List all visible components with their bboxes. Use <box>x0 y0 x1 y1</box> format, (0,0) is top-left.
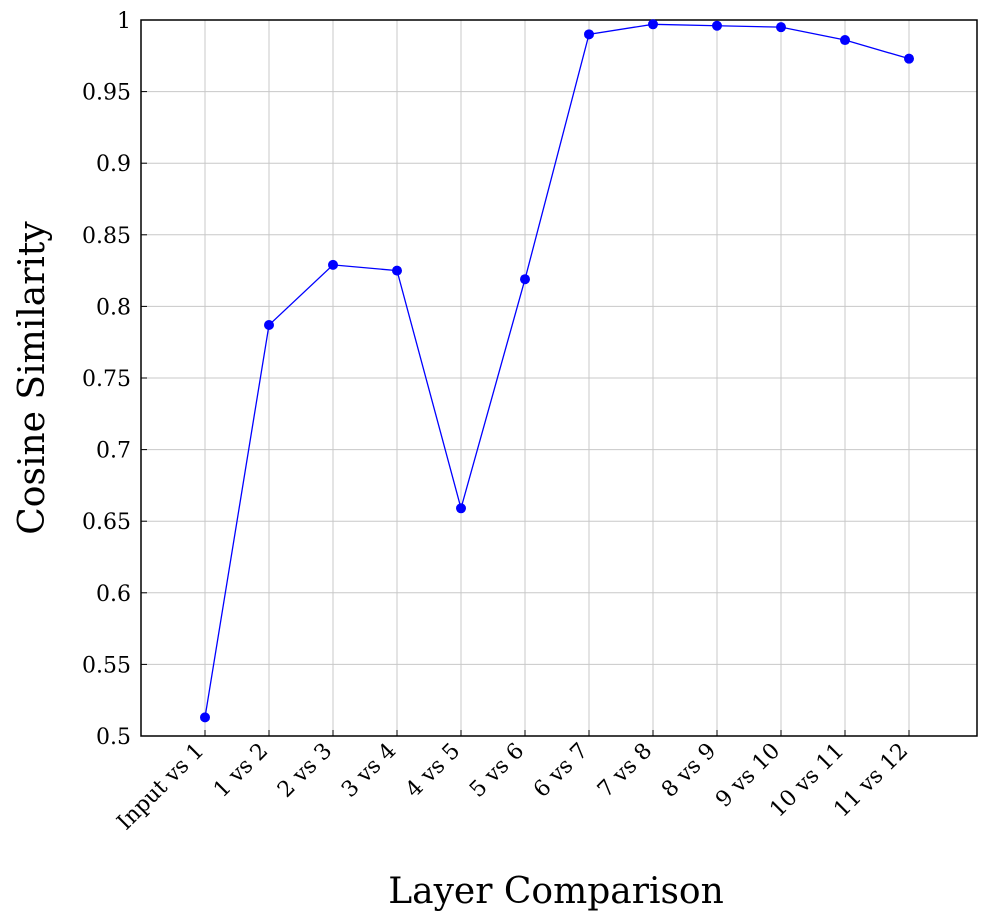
data-point <box>456 503 466 514</box>
y-tick-label: 0.65 <box>82 510 131 535</box>
data-point <box>776 22 786 33</box>
data-point <box>328 259 338 270</box>
x-tick-label: Input vs 1 <box>113 739 210 836</box>
y-tick-label: 0.6 <box>96 582 131 607</box>
data-point <box>200 712 210 723</box>
data-point <box>904 53 914 64</box>
x-tick-label: 4 vs 5 <box>401 739 465 803</box>
y-tick-label: 0.9 <box>96 152 131 177</box>
data-point <box>712 20 722 31</box>
x-axis-title: Layer Comparison <box>388 871 724 912</box>
y-axis-ticks: 0.5 0.55 0.6 0.65 0.7 0.75 0.8 0.85 0.9 0.95 1 <box>82 9 147 750</box>
y-tick-label: 0.5 <box>96 725 131 750</box>
y-tick-label: 0.55 <box>82 653 131 678</box>
x-tick-label: 2 vs 3 <box>273 739 337 803</box>
data-point <box>584 29 594 40</box>
data-point <box>264 320 274 331</box>
series-group <box>200 19 914 723</box>
grid <box>141 19 977 737</box>
data-point <box>840 35 850 46</box>
series-line <box>204 23 910 718</box>
y-tick-label: 0.85 <box>82 224 131 249</box>
x-tick-label: 3 vs 4 <box>337 739 401 803</box>
x-tick-label: 6 vs 7 <box>529 739 593 803</box>
x-tick-label: 8 vs 9 <box>657 739 721 803</box>
x-tick-label: 5 vs 6 <box>465 739 529 803</box>
y-tick-label: 0.8 <box>96 295 131 320</box>
data-point <box>392 265 402 276</box>
data-point <box>648 19 658 30</box>
x-tick-label: 1 vs 2 <box>209 739 273 803</box>
y-tick-label: 0.7 <box>96 439 131 464</box>
y-tick-label: 1 <box>117 9 131 34</box>
y-tick-label: 0.75 <box>82 367 131 392</box>
x-tick-label: 7 vs 8 <box>593 739 657 803</box>
data-point <box>520 274 530 285</box>
y-axis-title: Cosine Similarity <box>12 221 53 535</box>
y-tick-label: 0.95 <box>82 81 131 106</box>
